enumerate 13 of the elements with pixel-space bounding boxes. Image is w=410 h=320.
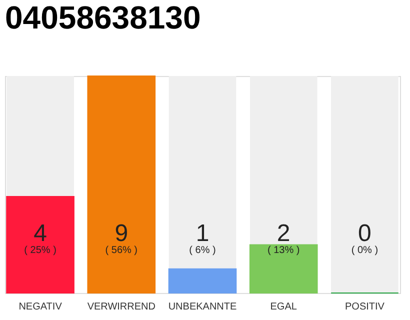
x-tick-label: NEGATIV bbox=[18, 302, 62, 312]
x-tick-label: VERWIRREND bbox=[87, 302, 156, 312]
data-label: 0 ( 0% ) bbox=[351, 220, 378, 256]
bar bbox=[168, 268, 237, 294]
x-tick-label: EGAL bbox=[270, 302, 298, 312]
data-label: 2 ( 13% ) bbox=[267, 220, 300, 256]
bar bbox=[249, 244, 318, 294]
chart-title: 04058638130 bbox=[5, 0, 201, 36]
x-tick-label: UNBEKANNTE bbox=[168, 302, 237, 312]
data-label: 9 ( 56% ) bbox=[105, 220, 138, 256]
data-label: 1 ( 6% ) bbox=[189, 220, 216, 256]
x-tick-label: POSITIV bbox=[344, 302, 385, 312]
data-label: 4 ( 25% ) bbox=[24, 220, 56, 256]
